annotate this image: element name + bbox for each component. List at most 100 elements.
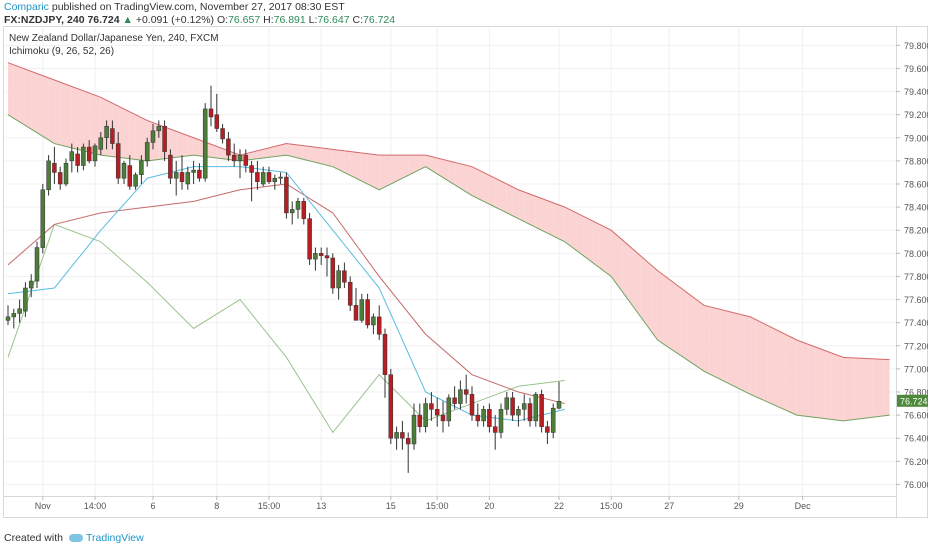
cloud-segment (280, 143, 287, 156)
cloud-segment (332, 149, 339, 170)
cloud-segment (628, 245, 635, 309)
quote-line: FX:NZDJPY, 240 76.724 ▲ +0.091 (+0.12%) … (4, 14, 395, 27)
cloud-segment (315, 147, 322, 164)
candle-bear (452, 397, 457, 404)
cloud-segment (738, 314, 745, 392)
cloud-segment (808, 344, 815, 418)
candle-bull (28, 280, 34, 289)
cloud-segment (344, 150, 351, 176)
candle-bull (173, 172, 179, 179)
candle-bull (458, 389, 463, 404)
candle-bear (220, 128, 225, 140)
cloud-segment (419, 155, 426, 170)
cloud-segment (559, 204, 565, 242)
candle-bull (17, 308, 22, 314)
cloud-segment (541, 198, 548, 234)
cloud-segment (13, 64, 20, 122)
high-value: 76.891 (273, 14, 306, 26)
candle-bear (527, 403, 533, 422)
candle-bear (168, 154, 173, 179)
candle-bull (498, 409, 504, 433)
author-link[interactable]: Comparic (4, 1, 49, 13)
cloud-segment (60, 82, 66, 147)
cloud-segment (883, 359, 890, 416)
cloud-segment (872, 358, 878, 418)
candle-bull (260, 172, 266, 185)
cloud-segment (48, 77, 55, 144)
candle-bull (144, 142, 150, 162)
low-label: L: (308, 14, 318, 26)
cloud-segment (170, 129, 177, 158)
candle-bull (63, 162, 69, 185)
cloud-segment (501, 181, 507, 213)
candle-bear (382, 333, 388, 375)
cloud-segment (646, 260, 652, 333)
candle-bear (52, 162, 57, 173)
cloud-segment (570, 210, 577, 251)
price-tick-label: 78.800 (904, 156, 928, 166)
candle-bear (324, 255, 330, 259)
candle-bear (475, 414, 481, 422)
cloud-segment (443, 159, 449, 182)
time-tick-label: 8 (214, 501, 219, 511)
cloud-segment (796, 340, 803, 416)
up-arrow-icon: ▲ (122, 14, 133, 26)
cloud-segment (686, 292, 693, 364)
tradingview-logo[interactable]: TradingView (68, 532, 144, 544)
time-tick-label: 15:00 (258, 501, 281, 511)
candle-bear (353, 305, 359, 321)
candle-bear (226, 138, 231, 156)
candle-bull (23, 287, 28, 312)
cloud-segment (640, 255, 646, 325)
cloud-segment (425, 155, 432, 171)
price-chart[interactable]: 79.800 79.600 79.400 79.200 79.000 78.800 78.6… (3, 26, 932, 518)
cloud-segment (849, 357, 855, 421)
candle-bear (86, 146, 92, 162)
change-value: +0.091 (+0.12%) (135, 14, 215, 26)
cloud-segment (25, 69, 32, 130)
cloud-segment (460, 163, 467, 192)
open-label: O: (216, 14, 229, 26)
cloud-segment (379, 155, 385, 190)
ichimoku-cloud (8, 62, 890, 421)
price-tick-label: 79.800 (904, 41, 928, 51)
span-b-line (7, 62, 890, 361)
candle-bear (469, 394, 475, 416)
created-with-label: Created with (4, 532, 63, 544)
cloud-segment (129, 111, 136, 160)
cloud-segment (767, 325, 774, 405)
candle-bear (400, 432, 405, 439)
cloud-segment (582, 215, 588, 260)
candle-bull (481, 409, 486, 422)
cloud-segment (657, 270, 664, 344)
candle-bear (266, 172, 272, 182)
candle-bull (191, 169, 196, 173)
candle-bear (179, 172, 185, 182)
candle-bull (371, 316, 376, 326)
candle-bull (533, 394, 539, 422)
cloud-segment (327, 148, 333, 167)
candle-bull (550, 407, 556, 433)
cloud-segment (437, 158, 443, 178)
cloud-segment (42, 75, 49, 140)
candle-bear (376, 316, 382, 335)
cloud-segment (802, 342, 809, 417)
cloud-segment (831, 353, 838, 421)
time-axis: Nov 14:00 6 8 15:00 13 15 15:00 20 22 15:00 27 29 Dec (35, 496, 811, 511)
candle-bull (313, 253, 318, 260)
cloud-segment (396, 155, 403, 182)
chart-frame[interactable]: 79.800 79.600 79.400 79.200 79.000 78.800 78.6… (3, 26, 932, 518)
price-tick-label: 77.400 (904, 318, 928, 328)
candle-bull (40, 189, 46, 248)
cloud-segment (182, 133, 188, 157)
cloud-segment (756, 319, 762, 400)
candle-bear (463, 389, 469, 395)
cloud-segment (454, 162, 461, 189)
candle-bull (121, 162, 127, 179)
cloud-segment (356, 152, 362, 182)
candle-bear (57, 172, 63, 185)
price-tick-label: 77.600 (904, 295, 928, 305)
cloud-segment (820, 348, 826, 419)
candle-bull (133, 174, 138, 187)
candle-bear (301, 201, 307, 219)
